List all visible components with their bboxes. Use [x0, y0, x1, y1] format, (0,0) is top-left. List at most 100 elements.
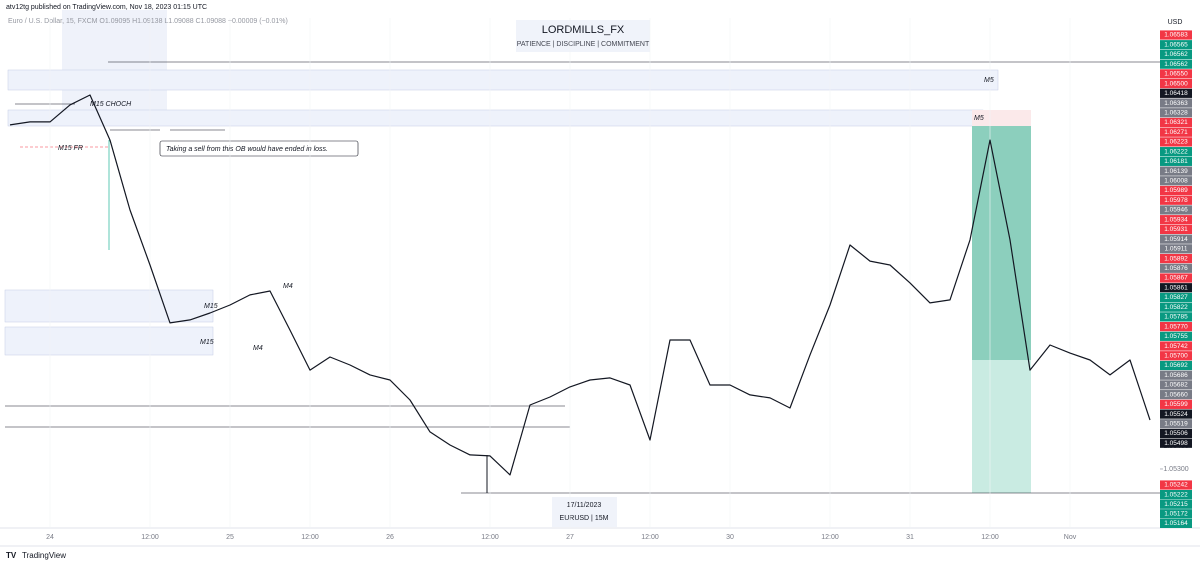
zone	[4, 326, 214, 356]
zone	[62, 10, 167, 122]
price-tag	[1160, 215, 1192, 225]
price-tag	[1160, 490, 1192, 500]
price-tag	[1160, 30, 1192, 40]
price-tag	[1160, 117, 1192, 128]
price-tag	[1160, 263, 1192, 273]
x-tick-label: 30	[726, 534, 734, 541]
price-tag-label: 1.05660	[1164, 391, 1188, 398]
price-tag-label: 1.05599	[1164, 401, 1188, 408]
price-tag-label: 1.05215	[1164, 501, 1188, 508]
price-tag-label: 1.06562	[1164, 61, 1188, 68]
price-tag	[1160, 390, 1192, 400]
price-tag	[1160, 253, 1192, 264]
price-tag	[1160, 302, 1192, 312]
price-tag-label: 1.05742	[1164, 343, 1188, 350]
publisher: atv12tg published on TradingView.com, No…	[6, 4, 207, 11]
x-tick-label: 26	[386, 534, 394, 541]
price-tag	[1160, 205, 1192, 215]
price-tag-label: 1.06363	[1164, 100, 1188, 107]
price-tag-label: 1.06500	[1164, 80, 1188, 87]
price-tag	[1160, 360, 1192, 371]
x-tick-label: 12:00	[821, 534, 839, 541]
price-tag-label: 1.06271	[1164, 129, 1188, 136]
x-tick-label: 31	[906, 534, 914, 541]
annotation: M4	[253, 345, 263, 352]
price-tag	[1160, 322, 1192, 332]
annotation: M5	[974, 115, 984, 122]
price-tag-label: 1.06222	[1164, 148, 1188, 155]
currency: USD	[1168, 19, 1183, 26]
price-tag-label: 1.05934	[1164, 216, 1188, 223]
price-tag-label: 1.06328	[1164, 109, 1188, 116]
price-tag	[1160, 137, 1192, 147]
price-tag	[1160, 341, 1192, 351]
price-tag	[1160, 380, 1192, 390]
price-tag-label: 1.06139	[1164, 168, 1188, 175]
annotation: M5	[984, 77, 994, 84]
x-tick-label: 25	[226, 534, 234, 541]
zone	[7, 69, 999, 91]
price-tag-label: 1.06223	[1164, 139, 1188, 146]
price-tag	[1160, 509, 1192, 519]
x-tick-label: 24	[46, 534, 54, 541]
price-tag-label: 1.05785	[1164, 314, 1188, 321]
price-tag-label: 1.05876	[1164, 265, 1188, 272]
price-tag-label: 1.05978	[1164, 197, 1188, 204]
price-tag	[1160, 370, 1192, 380]
price-tag-label: 1.05827	[1164, 294, 1188, 301]
price-tag-label: 1.05700	[1164, 352, 1188, 359]
zone	[7, 109, 984, 127]
x-tick-label: 12:00	[641, 534, 659, 541]
price-tag-label: 1.05770	[1164, 323, 1188, 330]
price-tag-label: 1.05222	[1164, 491, 1188, 498]
price-tag-label: 1.05755	[1164, 333, 1188, 340]
x-tick-label: 27	[566, 534, 574, 541]
price-tag	[1160, 40, 1192, 50]
price-tag-label: 1.05911	[1164, 246, 1187, 253]
price-tag	[1160, 283, 1192, 293]
price-tag	[1160, 185, 1192, 196]
price-tag	[1160, 88, 1192, 98]
price-tag	[1160, 480, 1192, 490]
callout	[159, 140, 359, 157]
price-tag	[1160, 224, 1192, 234]
y-tick-label: 1.05300	[1163, 466, 1188, 473]
price-tag	[1160, 176, 1192, 186]
zone	[4, 289, 214, 323]
title-box	[516, 20, 650, 52]
price-tag-label: 1.06550	[1164, 71, 1188, 78]
price-tag-label: 1.05682	[1164, 382, 1188, 389]
price-tag	[1160, 518, 1192, 528]
price-tag	[1160, 156, 1192, 166]
price-tag-label: 1.05861	[1164, 284, 1188, 291]
price-tag	[1160, 69, 1192, 79]
chart-title: LORDMILLS_FX	[542, 24, 625, 36]
price-tag	[1160, 273, 1192, 283]
price-tag	[1160, 108, 1192, 118]
price-tag-label: 1.06321	[1164, 119, 1188, 126]
price-line	[9, 94, 1151, 476]
price-tag-label: 1.05498	[1164, 440, 1188, 447]
price-tag-label: 1.05892	[1164, 255, 1188, 262]
price-tag	[1160, 98, 1192, 108]
price-tag-label: 1.06583	[1164, 32, 1188, 39]
price-tag-label: 1.05172	[1164, 511, 1188, 518]
callout-text: Taking a sell from this OB would have en…	[166, 146, 328, 153]
annotation: M15	[200, 339, 214, 346]
annotation: M15	[204, 303, 218, 310]
price-tag-label: 1.05519	[1164, 421, 1188, 428]
chart-subtitle: PATIENCE | DISCIPLINE | COMMITMENT	[517, 41, 650, 48]
x-tick-label: 12:00	[301, 534, 319, 541]
price-tag	[1160, 409, 1192, 419]
price-tag	[1160, 499, 1192, 509]
annotation: M15 FR	[58, 145, 83, 152]
price-tag-label: 1.05946	[1164, 207, 1188, 214]
price-tag	[1160, 59, 1192, 69]
price-tag	[1160, 127, 1192, 137]
price-tag-label: 1.05931	[1164, 226, 1188, 233]
price-tag	[1160, 292, 1192, 303]
price-tag-label: 1.06418	[1164, 90, 1188, 97]
price-tag	[1160, 399, 1192, 409]
price-tag	[1160, 147, 1192, 157]
